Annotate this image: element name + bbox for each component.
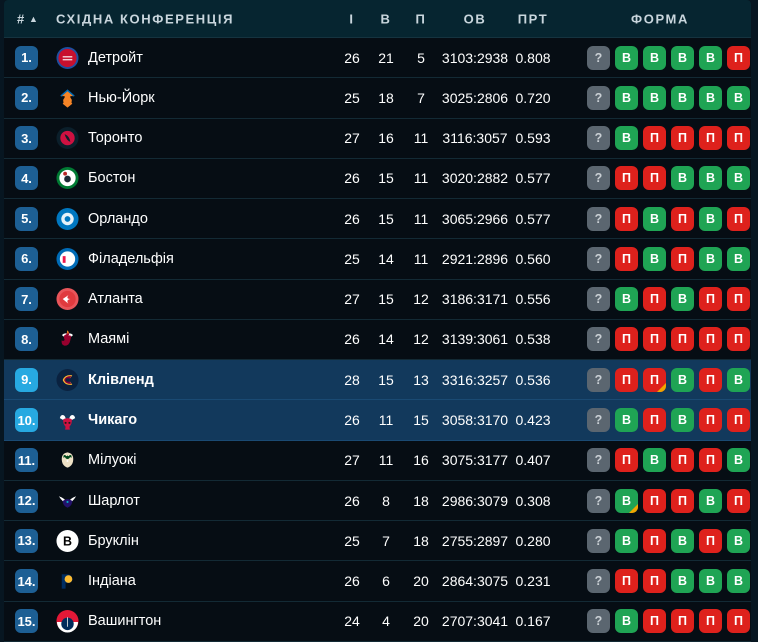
svg-text:B: B (63, 534, 72, 548)
